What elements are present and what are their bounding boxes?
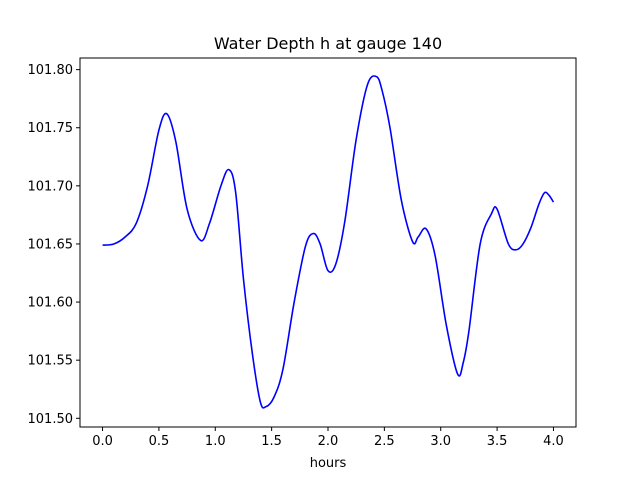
x-tick-label: 2.0: [318, 434, 339, 449]
y-tick-label: 101.75: [28, 121, 74, 136]
chart-title: Water Depth h at gauge 140: [214, 34, 442, 53]
x-tick-label: 1.0: [205, 434, 226, 449]
y-tick-label: 101.60: [28, 296, 74, 311]
series-line-0: [102, 75, 555, 409]
y-tick-label: 101.50: [28, 412, 74, 427]
y-tick-label: 101.80: [28, 63, 74, 78]
x-tick-label: 2.5: [374, 434, 395, 449]
y-axis: 101.50 101.55 101.60 101.65 101.70 101.75 101.…: [28, 63, 80, 427]
y-tick-label: 101.55: [28, 354, 74, 369]
x-tick-label: 0.0: [92, 434, 113, 449]
plot-marks: [102, 75, 555, 409]
x-axis: 0.0 0.5 1.0 1.5 2.0 2.5 3.0 3.5 4.0: [92, 427, 564, 449]
y-tick-label: 101.70: [28, 179, 74, 194]
x-tick-label: 1.5: [261, 434, 282, 449]
x-tick-label: 3.5: [487, 434, 508, 449]
y-tick-label: 101.65: [28, 237, 74, 252]
x-tick-label: 4.0: [543, 434, 564, 449]
x-tick-label: 3.0: [430, 434, 451, 449]
x-tick-label: 0.5: [149, 434, 170, 449]
x-axis-label: hours: [310, 456, 347, 471]
